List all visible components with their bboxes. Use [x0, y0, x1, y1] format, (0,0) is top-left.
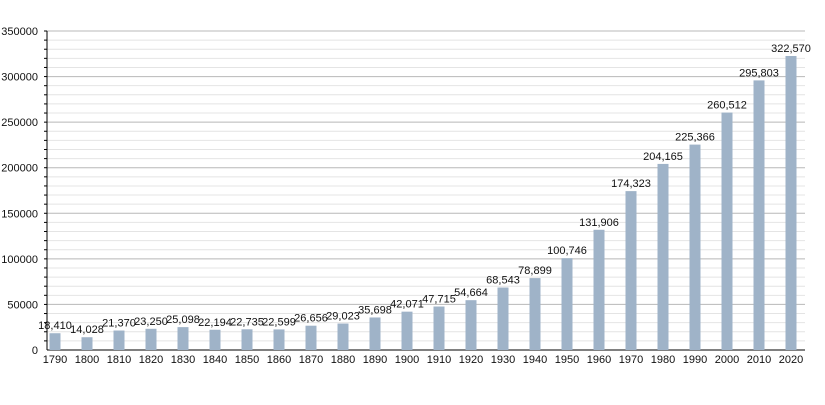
data-label: 23,250	[134, 316, 168, 328]
y-tick-label: 250000	[1, 117, 38, 129]
bar-1960	[593, 229, 605, 350]
y-tick-label: 350000	[1, 26, 38, 38]
x-tick-label: 1810	[107, 354, 131, 366]
x-tick-label: 1800	[75, 354, 99, 366]
bar-1820	[145, 328, 157, 350]
data-label: 25,098	[166, 314, 200, 326]
data-label: 204,165	[643, 151, 683, 163]
data-label: 322,570	[771, 43, 811, 55]
x-tick-label: 1850	[235, 354, 259, 366]
data-label: 22,194	[198, 317, 232, 329]
bar-1880	[337, 323, 349, 350]
y-tick-label: 0	[32, 345, 38, 357]
bar-1930	[497, 287, 509, 350]
bar-1860	[273, 329, 285, 350]
x-tick-label: 1980	[651, 354, 675, 366]
bar-2000	[721, 112, 733, 350]
data-label: 29,023	[326, 311, 360, 323]
y-tick-label: 200000	[1, 163, 38, 175]
x-tick-label: 1920	[459, 354, 483, 366]
data-label: 78,899	[518, 265, 552, 277]
y-tick-label: 150000	[1, 208, 38, 220]
x-tick-label: 1950	[555, 354, 579, 366]
data-label: 47,715	[422, 294, 456, 306]
x-tick-label: 1970	[619, 354, 643, 366]
data-label: 22,599	[262, 316, 296, 328]
x-tick-label: 1990	[683, 354, 707, 366]
data-label: 260,512	[707, 100, 747, 112]
x-tick-label: 1790	[43, 354, 67, 366]
bar-1790	[49, 333, 61, 350]
bar-1800	[81, 337, 93, 350]
y-tick-label: 100000	[1, 254, 38, 266]
y-tick-label: 300000	[1, 72, 38, 84]
data-label: 225,366	[675, 132, 715, 144]
bar-1830	[177, 327, 189, 350]
bar-1900	[401, 311, 413, 350]
bar-1990	[689, 144, 701, 350]
y-tick-label: 50000	[7, 299, 38, 311]
bar-2020	[785, 56, 797, 350]
bar-1810	[113, 330, 125, 350]
data-label: 21,370	[102, 318, 136, 330]
bar-2010	[753, 80, 765, 350]
bar-1840	[209, 329, 221, 350]
bar-1940	[529, 278, 541, 350]
x-tick-label: 1860	[267, 354, 291, 366]
bar-1850	[241, 329, 253, 350]
x-tick-label: 1960	[587, 354, 611, 366]
bar-1950	[561, 258, 573, 350]
data-label: 35,698	[358, 304, 392, 316]
data-label: 295,803	[739, 67, 779, 79]
x-tick-label: 2010	[747, 354, 771, 366]
bar-1910	[433, 306, 445, 350]
data-label: 14,028	[70, 324, 104, 336]
x-tick-label: 1840	[203, 354, 227, 366]
x-tick-label: 1820	[139, 354, 163, 366]
x-tick-label: 1830	[171, 354, 195, 366]
x-tick-label: 1880	[331, 354, 355, 366]
x-tick-label: 1930	[491, 354, 515, 366]
data-label: 100,746	[547, 245, 587, 257]
data-label: 131,906	[579, 217, 619, 229]
x-tick-label: 1870	[299, 354, 323, 366]
x-tick-label: 1890	[363, 354, 387, 366]
data-label: 68,543	[486, 275, 520, 287]
x-tick-label: 1940	[523, 354, 547, 366]
x-tick-label: 2020	[779, 354, 803, 366]
data-label: 18,410	[38, 320, 72, 332]
data-label: 22,735	[230, 316, 264, 328]
bar-1890	[369, 317, 381, 350]
data-label: 26,656	[294, 313, 328, 325]
bar-1970	[625, 191, 637, 350]
data-label: 42,071	[390, 299, 424, 311]
data-label: 174,323	[611, 178, 651, 190]
bar-1980	[657, 163, 669, 350]
bar-1920	[465, 300, 477, 350]
x-tick-label: 1910	[427, 354, 451, 366]
x-tick-label: 1900	[395, 354, 419, 366]
bar-1870	[305, 325, 317, 350]
data-label: 54,664	[454, 287, 488, 299]
x-tick-label: 2000	[715, 354, 739, 366]
